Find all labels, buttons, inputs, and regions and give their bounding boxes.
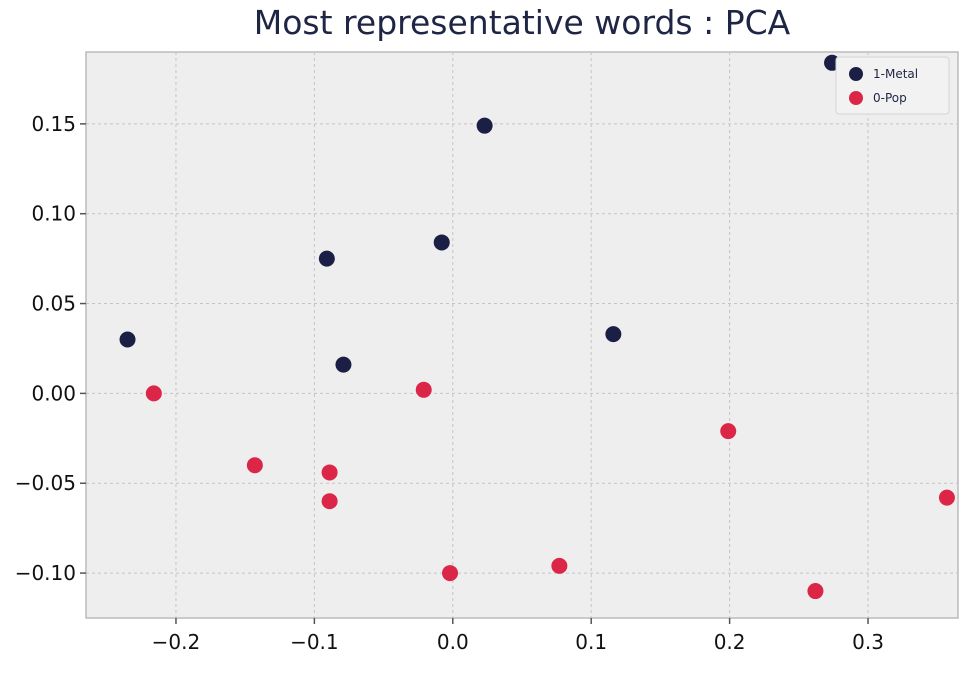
x-tick-label: 0.1 (575, 630, 607, 654)
y-tick-label: 0.00 (31, 381, 76, 405)
legend-label-1-metal: 1-Metal (873, 67, 918, 81)
legend-marker-1-metal (849, 67, 863, 81)
data-point-0-pop (415, 381, 432, 398)
data-point-0-pop (938, 489, 955, 506)
legend: 1-Metal 0-Pop (835, 56, 950, 115)
data-point-1-metal (605, 326, 622, 343)
data-point-1-metal (335, 356, 352, 373)
x-tick-label: −0.2 (152, 630, 201, 654)
chart-title: Most representative words : PCA (254, 3, 791, 42)
x-tick-label: 0.3 (852, 630, 884, 654)
x-tick-label: 0.0 (437, 630, 469, 654)
data-point-1-metal (433, 234, 450, 251)
grid (86, 52, 958, 618)
y-tick-label: 0.15 (31, 112, 76, 136)
data-point-0-pop (246, 457, 263, 474)
plot-area (85, 51, 959, 619)
data-point-0-pop (321, 493, 338, 510)
y-tick-label: −0.10 (15, 561, 76, 585)
data-points (119, 54, 955, 600)
legend-box (835, 56, 950, 115)
legend-label-0-pop: 0-Pop (873, 91, 907, 105)
x-tick-label: 0.2 (714, 630, 746, 654)
data-point-1-metal (119, 331, 136, 348)
data-point-0-pop (321, 464, 338, 481)
data-point-0-pop (442, 565, 459, 582)
data-point-0-pop (720, 423, 737, 440)
legend-marker-0-pop (849, 91, 863, 105)
data-point-1-metal (318, 250, 335, 267)
axis-ticks: −0.2 −0.1 0.0 0.1 0.2 0.3 −0.10 −0.05 0.00 0.05 0.… (15, 112, 884, 654)
data-point-0-pop (145, 385, 162, 402)
x-tick-label: −0.1 (290, 630, 339, 654)
y-tick-label: −0.05 (15, 471, 76, 495)
y-tick-label: 0.05 (31, 292, 76, 316)
data-point-1-metal (476, 117, 493, 134)
data-point-0-pop (807, 583, 824, 600)
y-tick-label: 0.10 (31, 202, 76, 226)
data-point-0-pop (551, 557, 568, 574)
